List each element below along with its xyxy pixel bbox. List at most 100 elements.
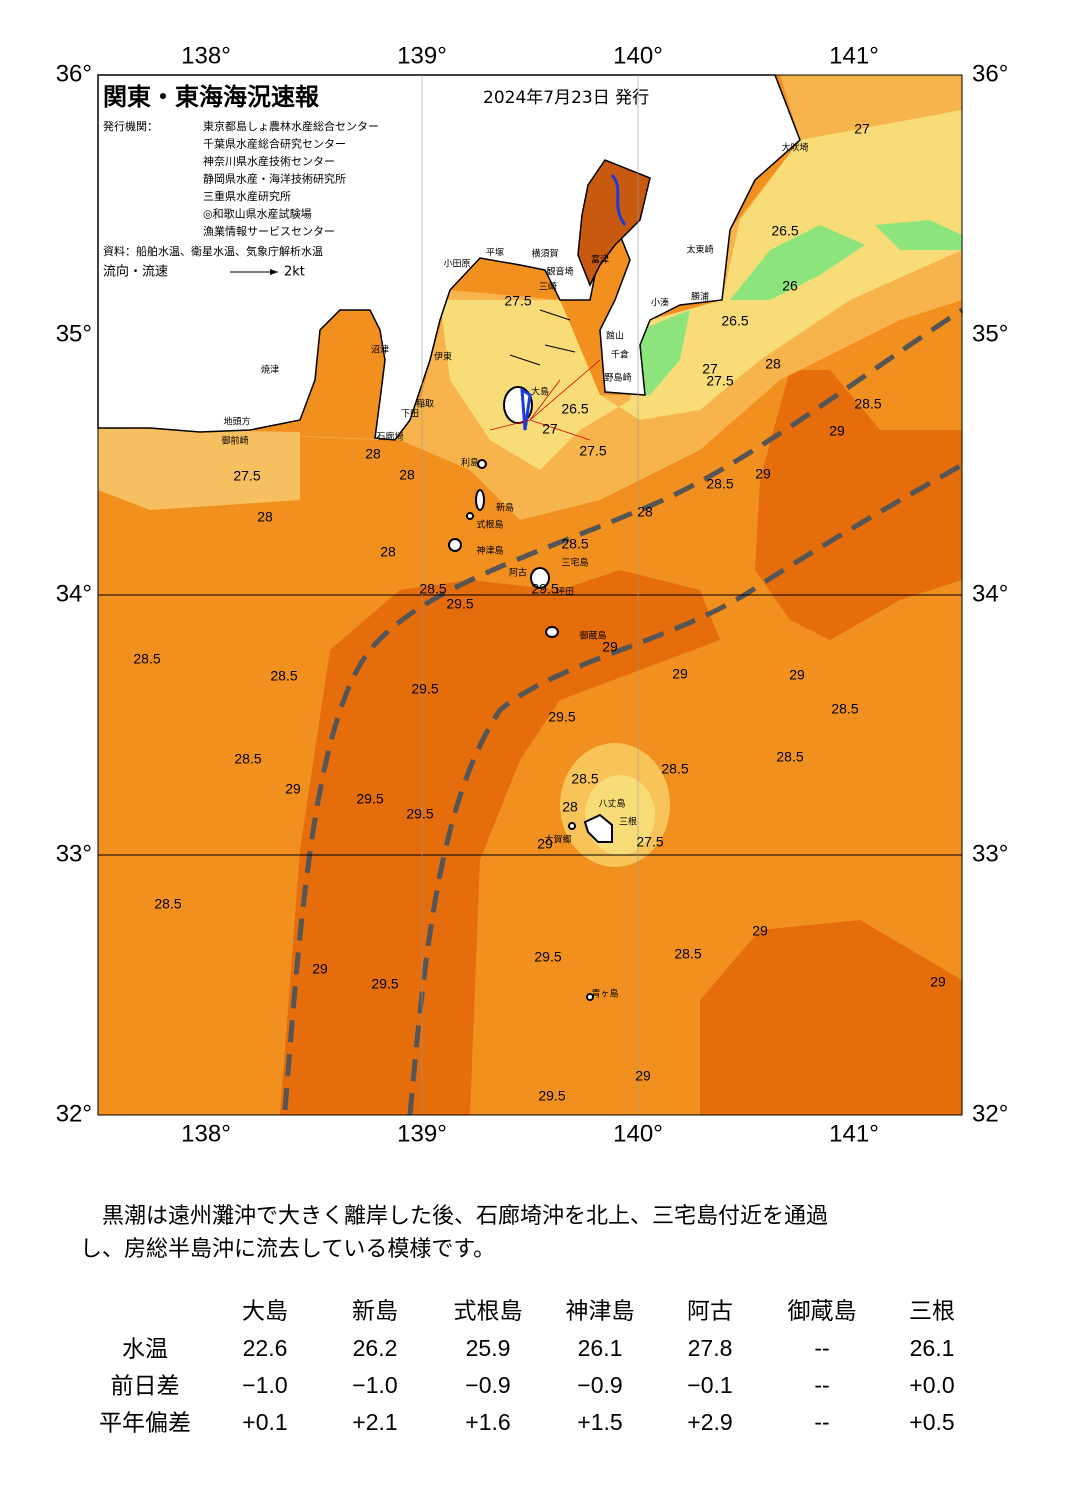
island (545, 626, 559, 638)
lon-label: 141° (829, 1120, 879, 1147)
lat-label: 36° (972, 60, 1008, 87)
table-cell: +0.0 (909, 1372, 954, 1398)
table-header: 御蔵島 (788, 1299, 857, 1325)
island (477, 459, 487, 469)
contour-label: 29.5 (446, 596, 473, 612)
current-vector (529, 379, 561, 421)
publisher: 東京都島しょ農林水産総合センター (203, 119, 379, 133)
warm-band (280, 570, 720, 1115)
map-title: 関東・東海海況速報 (103, 83, 320, 111)
place-label: 青ヶ島 (591, 988, 618, 1000)
place-label: 御前崎 (221, 435, 248, 447)
lon-label: 138° (181, 42, 231, 69)
contour-label: 29 (930, 974, 946, 990)
table-cell: +0.1 (242, 1409, 287, 1435)
contour-label: 29.5 (371, 976, 398, 992)
place-label: 三根 (619, 816, 637, 828)
issue-date: 2024年7月23日 発行 (483, 88, 649, 108)
current-vectors (509, 309, 576, 366)
island (475, 489, 485, 511)
publisher-label: 発行機関： (103, 119, 158, 133)
contour-label: 29.5 (406, 806, 433, 822)
publisher: 神奈川県水産技術センター (203, 154, 335, 168)
current-vector (520, 387, 532, 431)
table-cell: 26.1 (578, 1335, 623, 1361)
island (586, 993, 594, 1001)
contour-label: 29 (755, 466, 771, 482)
kuroshio-axis (407, 462, 964, 1116)
place-label: 太東崎 (686, 244, 713, 256)
labels: 東京都島しょ農林水産総合センター千葉県水産総合研究センター神奈川県水産技術センタ… (56, 42, 1009, 1436)
place-label: 下田 (401, 409, 419, 420)
contour-label: 28 (380, 544, 396, 560)
graticule (98, 75, 962, 1115)
lat-label: 33° (56, 840, 92, 867)
lat-label: 32° (972, 1100, 1008, 1127)
place-label: 大吠埼 (781, 142, 808, 154)
contour-label: 29.5 (411, 681, 438, 697)
table-cell: -- (814, 1335, 829, 1361)
contour-label: 28.5 (776, 749, 803, 765)
place-label: 勝浦 (691, 291, 709, 303)
lon-label: 140° (613, 42, 663, 69)
place-label: 観音埼 (546, 266, 573, 278)
warm-band (700, 920, 962, 1115)
place-label: 千倉 (611, 349, 629, 361)
contour-label: 29.5 (548, 709, 575, 725)
place-label: 地頭方 (223, 416, 250, 428)
lat-label: 32° (56, 1100, 92, 1127)
contour-label: 28.5 (674, 946, 701, 962)
table-cell: 26.2 (353, 1335, 398, 1361)
table-header: 式根島 (454, 1299, 523, 1325)
place-label: 利島 (461, 457, 479, 469)
description: 黒潮は遠州灘沖で大きく離岸した後、石廊埼沖を北上、三宅島付近を通過 (80, 1204, 828, 1229)
cool-band (440, 110, 962, 470)
place-label: 坪田 (556, 587, 574, 598)
lon-label: 141° (829, 42, 879, 69)
lat-label: 34° (972, 580, 1008, 607)
cool-band (98, 428, 300, 510)
current-vector (509, 354, 541, 366)
publisher: 漁業情報サービスセンター (203, 224, 335, 238)
legend-scale: 2kt (284, 265, 305, 280)
table-cell: 27.8 (688, 1335, 733, 1361)
contour-label: 28 (637, 504, 653, 520)
contour-label: 26 (782, 278, 798, 294)
contour-label: 28 (257, 509, 273, 525)
publisher: ◎和歌山県水産試験場 (203, 207, 312, 221)
contour-label: 29 (312, 961, 328, 977)
table-header: 三根 (909, 1299, 955, 1325)
table-header: 阿古 (687, 1299, 733, 1325)
island (530, 567, 550, 589)
contour-label: 29.5 (534, 949, 561, 965)
contour-line (610, 174, 627, 226)
lat-label: 36° (56, 60, 92, 87)
table-cell: 25.9 (466, 1335, 511, 1361)
contour-label: 28.5 (133, 651, 160, 667)
contour-label: 26.5 (721, 313, 748, 329)
contour-label: 26.5 (561, 401, 588, 417)
place-label: 神津島 (476, 545, 503, 557)
contour-label: 28 (765, 356, 781, 372)
table-cell: +2.1 (352, 1409, 397, 1435)
contour-label: 27.5 (636, 834, 663, 850)
place-label: 三崎 (539, 281, 557, 293)
contour-label: 28.5 (854, 396, 881, 412)
publisher: 静岡県水産・海洋技術研究所 (203, 172, 346, 186)
place-label: 新島 (496, 502, 514, 514)
legend-arrow (270, 269, 278, 275)
place-label: 小田原 (443, 259, 470, 270)
table-header: 大島 (242, 1299, 288, 1325)
place-label: 式根島 (476, 519, 503, 531)
island (568, 822, 576, 830)
legend-label: 流向・流速 (103, 264, 168, 280)
map-area (97, 74, 964, 1116)
current-vector (539, 309, 571, 321)
kuroshio-axis (282, 307, 964, 1111)
map-frame (97, 74, 963, 1116)
contour-label: 28.5 (419, 581, 446, 597)
place-label: 館山 (606, 330, 624, 342)
table-header: 神津島 (566, 1299, 635, 1325)
place-label: 富津 (591, 254, 609, 266)
contour-label: 28.5 (706, 476, 733, 492)
